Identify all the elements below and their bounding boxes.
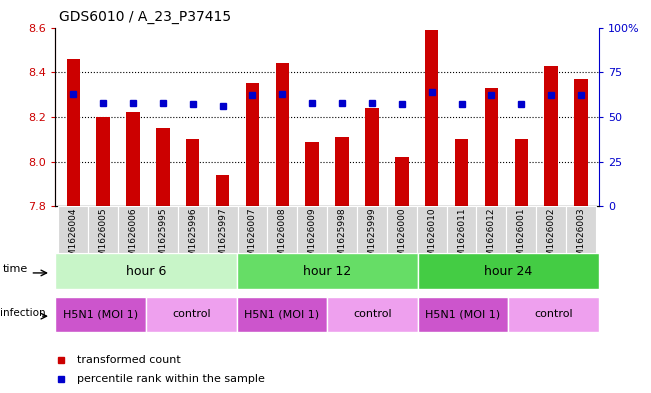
Bar	[275, 63, 289, 206]
Text: GSM1626008: GSM1626008	[278, 208, 287, 268]
Bar	[365, 108, 379, 206]
Bar	[178, 206, 208, 253]
Bar	[425, 30, 438, 206]
Text: GSM1626006: GSM1626006	[128, 208, 137, 268]
Bar	[508, 297, 599, 332]
Text: hour 12: hour 12	[303, 264, 352, 278]
Text: hour 6: hour 6	[126, 264, 166, 278]
Bar	[305, 141, 319, 206]
Bar	[418, 253, 599, 289]
Text: GSM1626011: GSM1626011	[457, 208, 466, 268]
Bar	[357, 206, 387, 253]
Bar	[485, 88, 498, 206]
Text: GSM1625996: GSM1625996	[188, 208, 197, 268]
Text: percentile rank within the sample: percentile rank within the sample	[77, 374, 265, 384]
Bar	[66, 59, 80, 206]
Text: transformed count: transformed count	[77, 354, 181, 365]
Bar	[417, 206, 447, 253]
Text: GSM1626000: GSM1626000	[397, 208, 406, 268]
Text: control: control	[534, 309, 573, 320]
Text: GSM1625995: GSM1625995	[158, 208, 167, 268]
Bar	[208, 206, 238, 253]
Bar	[236, 297, 327, 332]
Text: GSM1626010: GSM1626010	[427, 208, 436, 268]
Text: infection: infection	[0, 308, 46, 318]
Bar	[566, 206, 596, 253]
Text: GSM1625997: GSM1625997	[218, 208, 227, 268]
Bar	[506, 206, 536, 253]
Bar	[327, 297, 418, 332]
Bar	[447, 206, 477, 253]
Text: GSM1626007: GSM1626007	[248, 208, 257, 268]
Bar	[55, 297, 146, 332]
Bar	[418, 297, 508, 332]
Bar	[59, 206, 88, 253]
Bar	[146, 297, 236, 332]
Text: H5N1 (MOI 1): H5N1 (MOI 1)	[426, 309, 501, 320]
Bar	[55, 253, 236, 289]
Bar	[387, 206, 417, 253]
Bar	[186, 139, 199, 206]
Text: time: time	[3, 264, 28, 274]
Bar	[236, 253, 418, 289]
Bar	[574, 79, 588, 206]
Bar	[455, 139, 468, 206]
Bar	[536, 206, 566, 253]
Text: GSM1625998: GSM1625998	[338, 208, 346, 268]
Text: GSM1625999: GSM1625999	[367, 208, 376, 268]
Text: GSM1626003: GSM1626003	[577, 208, 585, 268]
Text: GDS6010 / A_23_P37415: GDS6010 / A_23_P37415	[59, 10, 230, 24]
Bar	[156, 128, 169, 206]
Bar	[96, 117, 110, 206]
Bar	[327, 206, 357, 253]
Text: H5N1 (MOI 1): H5N1 (MOI 1)	[244, 309, 320, 320]
Bar	[88, 206, 118, 253]
Text: GSM1626004: GSM1626004	[69, 208, 77, 268]
Bar	[477, 206, 506, 253]
Bar	[238, 206, 268, 253]
Bar	[514, 139, 528, 206]
Text: GSM1626002: GSM1626002	[547, 208, 556, 268]
Bar	[216, 175, 229, 206]
Bar	[118, 206, 148, 253]
Bar	[148, 206, 178, 253]
Text: GSM1626009: GSM1626009	[308, 208, 316, 268]
Bar	[335, 137, 349, 206]
Bar	[544, 66, 558, 206]
Bar	[298, 206, 327, 253]
Bar	[126, 112, 140, 206]
Text: GSM1626012: GSM1626012	[487, 208, 496, 268]
Text: control: control	[172, 309, 210, 320]
Text: H5N1 (MOI 1): H5N1 (MOI 1)	[63, 309, 138, 320]
Text: control: control	[353, 309, 392, 320]
Bar	[268, 206, 298, 253]
Bar	[395, 157, 409, 206]
Bar	[245, 83, 259, 206]
Text: hour 24: hour 24	[484, 264, 533, 278]
Text: GSM1626005: GSM1626005	[98, 208, 107, 268]
Text: GSM1626001: GSM1626001	[517, 208, 526, 268]
